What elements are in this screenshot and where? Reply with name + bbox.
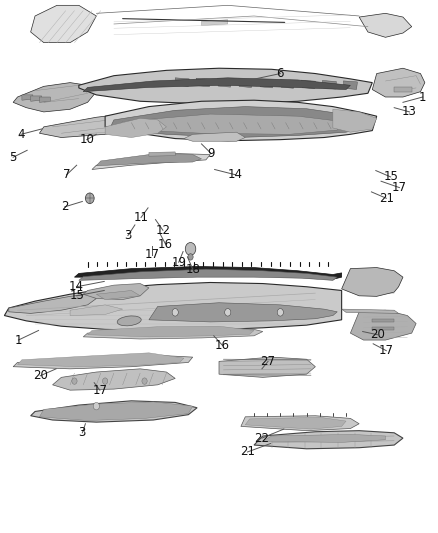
Text: 17: 17	[92, 384, 107, 397]
Text: 22: 22	[254, 432, 269, 445]
Text: 6: 6	[276, 67, 284, 80]
Circle shape	[225, 309, 231, 316]
Polygon shape	[342, 309, 399, 313]
Polygon shape	[280, 80, 294, 88]
Polygon shape	[31, 401, 197, 422]
Text: 1: 1	[14, 334, 22, 346]
Polygon shape	[22, 95, 33, 100]
Text: 9: 9	[207, 147, 215, 160]
Polygon shape	[201, 20, 228, 26]
Polygon shape	[333, 109, 377, 132]
Polygon shape	[350, 310, 416, 340]
Polygon shape	[372, 68, 425, 97]
Text: 17: 17	[145, 248, 160, 261]
Polygon shape	[70, 305, 123, 316]
Circle shape	[172, 309, 178, 316]
Text: 17: 17	[379, 344, 394, 357]
Text: 12: 12	[155, 224, 170, 237]
Polygon shape	[175, 78, 189, 86]
Polygon shape	[322, 80, 336, 89]
Polygon shape	[79, 68, 372, 103]
Polygon shape	[39, 113, 149, 138]
Polygon shape	[31, 5, 96, 43]
Polygon shape	[149, 303, 337, 322]
Polygon shape	[259, 79, 273, 88]
Polygon shape	[254, 431, 403, 449]
Polygon shape	[359, 13, 412, 37]
Polygon shape	[4, 282, 342, 330]
Text: 18: 18	[185, 263, 200, 276]
Polygon shape	[301, 80, 315, 88]
Circle shape	[93, 402, 99, 410]
Polygon shape	[245, 417, 346, 429]
Text: 2: 2	[61, 200, 69, 213]
Polygon shape	[105, 118, 166, 138]
Polygon shape	[196, 78, 210, 87]
Polygon shape	[184, 132, 245, 141]
Circle shape	[72, 378, 77, 384]
Circle shape	[185, 243, 196, 255]
Text: 5: 5	[10, 151, 17, 164]
Polygon shape	[39, 402, 193, 421]
Text: 16: 16	[215, 339, 230, 352]
Text: 14: 14	[69, 280, 84, 293]
Polygon shape	[342, 268, 403, 296]
Polygon shape	[31, 96, 42, 101]
Polygon shape	[18, 353, 184, 367]
Text: 10: 10	[79, 133, 94, 146]
Circle shape	[102, 378, 108, 384]
Polygon shape	[39, 97, 50, 102]
Circle shape	[85, 193, 94, 204]
Polygon shape	[149, 152, 175, 156]
Text: 4: 4	[17, 128, 25, 141]
Text: 1: 1	[419, 91, 427, 103]
Polygon shape	[53, 369, 175, 390]
Polygon shape	[263, 434, 385, 442]
Text: 21: 21	[240, 446, 255, 458]
Polygon shape	[83, 284, 149, 300]
Polygon shape	[105, 100, 377, 141]
Polygon shape	[219, 357, 315, 377]
Polygon shape	[13, 354, 193, 369]
Polygon shape	[13, 83, 96, 112]
Text: 17: 17	[392, 181, 407, 194]
Text: 7: 7	[63, 168, 71, 181]
Polygon shape	[238, 79, 252, 87]
Text: 20: 20	[33, 369, 48, 382]
Text: 15: 15	[69, 289, 84, 302]
Text: 27: 27	[261, 355, 276, 368]
Text: 3: 3	[124, 229, 131, 242]
Text: 3: 3	[79, 426, 86, 439]
Polygon shape	[92, 154, 210, 169]
Polygon shape	[83, 78, 350, 92]
Circle shape	[142, 378, 147, 384]
Polygon shape	[217, 78, 231, 87]
Text: 19: 19	[171, 256, 186, 269]
Polygon shape	[372, 319, 394, 322]
Circle shape	[277, 309, 283, 316]
Polygon shape	[83, 327, 263, 339]
Polygon shape	[74, 266, 342, 279]
Polygon shape	[9, 294, 96, 313]
Text: 14: 14	[228, 168, 243, 181]
Polygon shape	[394, 87, 412, 92]
Text: 21: 21	[379, 192, 394, 205]
Polygon shape	[88, 326, 254, 337]
Polygon shape	[343, 81, 357, 90]
Circle shape	[188, 254, 193, 260]
Polygon shape	[372, 327, 394, 330]
Text: 15: 15	[383, 171, 398, 183]
Text: 20: 20	[370, 328, 385, 341]
Polygon shape	[110, 107, 368, 138]
Polygon shape	[96, 155, 201, 166]
Polygon shape	[79, 269, 337, 280]
Polygon shape	[118, 114, 342, 134]
Polygon shape	[96, 290, 140, 300]
Polygon shape	[241, 416, 359, 431]
Ellipse shape	[117, 316, 141, 326]
Text: 16: 16	[158, 238, 173, 251]
Text: 13: 13	[402, 106, 417, 118]
Text: 11: 11	[134, 211, 148, 224]
